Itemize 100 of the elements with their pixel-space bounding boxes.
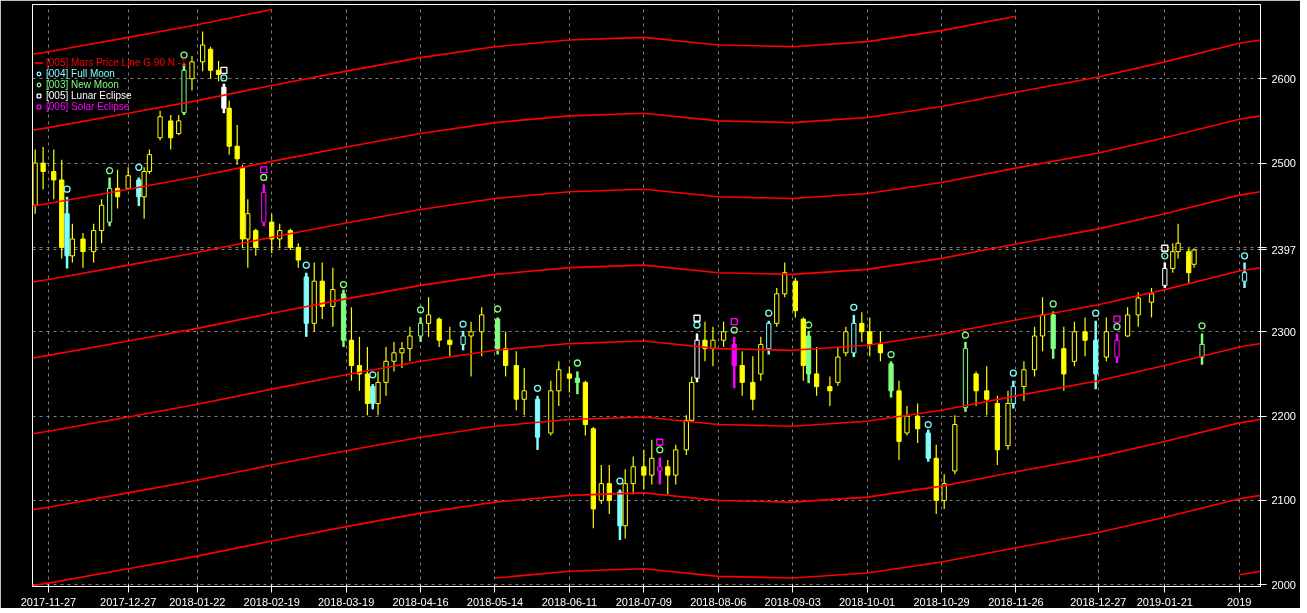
candlestick: [370, 382, 376, 411]
candlestick: [157, 110, 163, 141]
point: [961, 331, 970, 339]
legend-label: [006] Solar Eclipse: [46, 101, 130, 112]
candlestick: [859, 311, 865, 343]
candlestick: [1148, 287, 1155, 319]
point: [656, 438, 664, 446]
candlestick: [877, 331, 884, 362]
point: [1161, 252, 1169, 260]
candlestick: [69, 223, 75, 264]
y-tick-label: 2600: [1271, 72, 1296, 85]
point: [339, 280, 348, 289]
candlestick: [914, 402, 921, 444]
candlestick: [750, 355, 756, 411]
point: [63, 185, 71, 193]
candlestick: [843, 326, 849, 357]
legend-label: [003] New Moon: [46, 79, 119, 90]
x-tick-label: 2018-06-11: [541, 595, 598, 608]
candlestick: [574, 370, 581, 396]
point: [730, 326, 738, 334]
candlestick: [702, 321, 708, 362]
candlestick: [51, 148, 57, 200]
candlestick: [630, 456, 636, 496]
candlestick: [399, 341, 405, 369]
x-tick-label: 2018-07-09: [615, 595, 672, 608]
candlestick: [984, 365, 990, 416]
y-tick-label: 2100: [1271, 494, 1296, 507]
candlestick: [436, 316, 442, 348]
x-tick-label: 2017-12-27: [100, 595, 157, 608]
point: [105, 167, 114, 175]
candlestick: [468, 321, 474, 378]
x-tick-label: 2017-11-27: [20, 595, 77, 608]
point: [135, 163, 143, 171]
point: [887, 350, 895, 359]
x-tick-label: 2018-10-29: [913, 595, 970, 608]
point: [1113, 315, 1121, 323]
point: [1113, 323, 1121, 331]
candlestick: [1162, 261, 1168, 290]
candlestick: [657, 456, 663, 486]
candlestick: [941, 473, 947, 510]
line-series: [494, 494, 1261, 579]
candlestick: [1124, 306, 1131, 338]
line-series: [32, 190, 1261, 359]
candlestick: [234, 124, 240, 166]
candlestick: [1199, 332, 1205, 366]
candlestick: [973, 370, 979, 407]
point: [220, 66, 228, 74]
point: [765, 309, 773, 317]
point: [1049, 300, 1057, 308]
candlestick: [665, 459, 671, 496]
candlestick: [253, 228, 259, 257]
x-tick-label: 2018-11-26: [988, 595, 1044, 608]
candlestick: [391, 341, 397, 373]
candlestick: [269, 213, 275, 254]
point: [693, 321, 701, 329]
candlestick: [80, 232, 86, 269]
candlestick: [447, 326, 453, 357]
candlestick: [295, 242, 301, 269]
candlestick: [1114, 332, 1120, 365]
y-tick-label: 2500: [1271, 157, 1296, 170]
x-tick-label: 2019: [1227, 595, 1252, 608]
candlestick: [425, 296, 432, 338]
candlestick: [641, 449, 647, 491]
point: [1009, 369, 1017, 377]
point: [924, 420, 932, 429]
x-tick-label: 2018-09-03: [764, 595, 821, 608]
point: [804, 321, 813, 329]
point: [656, 446, 664, 454]
point: [1161, 244, 1169, 252]
candlestick: [731, 335, 737, 390]
line-series: [32, 8, 273, 56]
candlestick: [91, 223, 97, 264]
point: [459, 320, 467, 328]
candlestick: [739, 350, 745, 397]
x-tick-label: 2018-04-16: [392, 595, 449, 608]
point: [369, 371, 377, 379]
x-tick-label: 2018-12-27: [1070, 595, 1127, 608]
candlestick: [556, 360, 562, 407]
candlestick: [720, 321, 727, 348]
point: [220, 74, 228, 82]
candlestick: [813, 346, 820, 397]
candlestick: [1021, 360, 1027, 402]
point: [616, 477, 624, 485]
point: [1240, 252, 1249, 260]
y-tick-label: 2300: [1271, 325, 1296, 338]
y-tick-label: 2397: [1271, 243, 1296, 256]
candlestick: [521, 367, 527, 416]
point: [1092, 309, 1100, 317]
candlestick: [417, 316, 424, 344]
candlestick: [827, 375, 833, 407]
line-series: [32, 39, 1261, 207]
candlestick: [1241, 261, 1248, 290]
y-tick-label: 2000: [1271, 578, 1296, 591]
x-tick-label: 2018-10-01: [838, 595, 896, 608]
x-tick-label: 2019-01-21: [1136, 595, 1193, 608]
candlestick: [1039, 296, 1046, 352]
x-tick-label: 2018-02-19: [243, 595, 300, 608]
point: [416, 306, 425, 314]
candlestick: [1135, 291, 1141, 328]
x-tick-label: 2018-05-14: [466, 595, 524, 608]
